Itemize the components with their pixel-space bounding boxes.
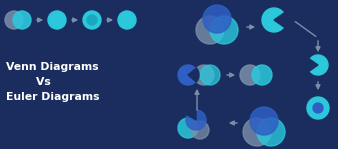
Circle shape — [308, 62, 313, 68]
Circle shape — [243, 118, 271, 146]
Circle shape — [194, 65, 214, 85]
Circle shape — [191, 121, 209, 139]
Circle shape — [118, 11, 136, 29]
Wedge shape — [307, 59, 318, 71]
Circle shape — [203, 5, 231, 33]
Circle shape — [200, 65, 220, 85]
Circle shape — [252, 65, 272, 85]
Circle shape — [48, 11, 66, 29]
Circle shape — [280, 17, 286, 23]
Circle shape — [178, 118, 198, 138]
Text: Venn Diagrams
        Vs
Euler Diagrams: Venn Diagrams Vs Euler Diagrams — [6, 62, 99, 102]
Circle shape — [196, 16, 224, 44]
Circle shape — [186, 110, 206, 130]
Circle shape — [308, 55, 328, 75]
Circle shape — [83, 11, 101, 29]
Wedge shape — [187, 109, 196, 120]
Circle shape — [307, 97, 329, 119]
Wedge shape — [274, 13, 287, 27]
Circle shape — [5, 11, 23, 29]
Circle shape — [87, 15, 97, 25]
Circle shape — [178, 65, 198, 85]
Circle shape — [250, 107, 278, 135]
Circle shape — [210, 16, 238, 44]
Circle shape — [262, 8, 286, 32]
Circle shape — [240, 65, 260, 85]
Circle shape — [313, 103, 323, 113]
Circle shape — [257, 118, 285, 146]
Circle shape — [13, 11, 31, 29]
Wedge shape — [188, 68, 199, 82]
